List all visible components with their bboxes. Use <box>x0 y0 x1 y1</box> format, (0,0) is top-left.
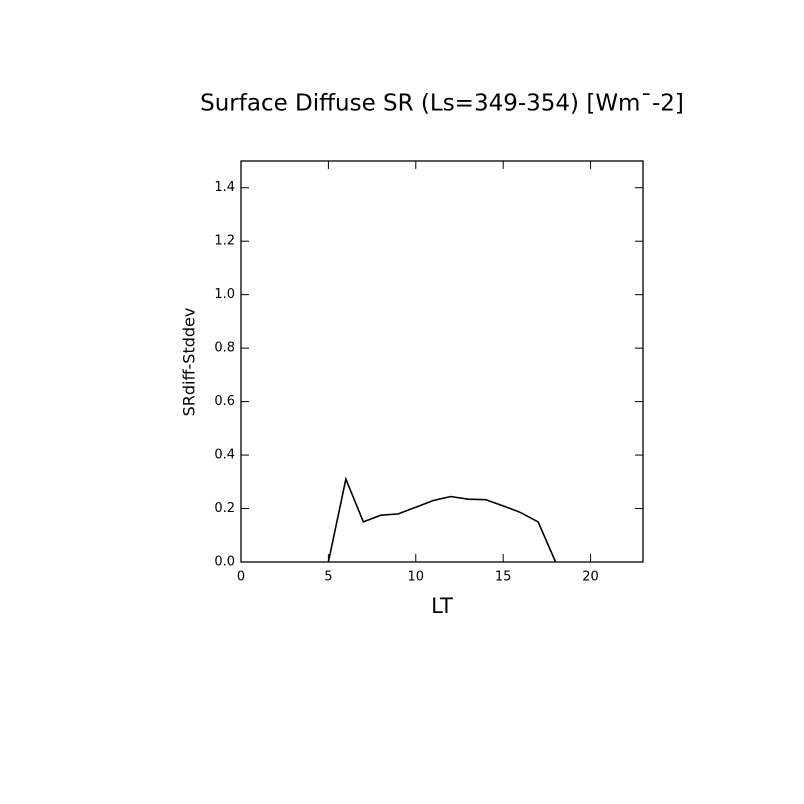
y-tick-label: 1.2 <box>214 234 235 249</box>
y-tick-label: 0.8 <box>214 341 235 356</box>
plot-frame <box>240 160 644 563</box>
y-axis-label: SRdiff-Stddev <box>180 308 199 417</box>
x-axis-label: LT <box>431 594 453 618</box>
y-tick-label: 1.4 <box>214 180 235 195</box>
x-tick-label: 15 <box>495 570 512 585</box>
x-tick-label: 20 <box>582 570 599 585</box>
y-tick-label: 0.2 <box>214 501 235 516</box>
x-tick-label: 5 <box>324 570 332 585</box>
y-tick-label: 0.0 <box>214 555 235 570</box>
x-tick-label: 10 <box>408 570 425 585</box>
y-tick-label: 0.6 <box>214 394 235 409</box>
data-line <box>327 476 557 563</box>
y-tick-label: 1.0 <box>214 287 235 302</box>
x-tick-label: 0 <box>237 570 245 585</box>
y-tick-label: 0.4 <box>214 448 235 463</box>
chart-title: Surface Diffuse SR (Ls=349-354) [Wm¯-2] <box>200 91 684 117</box>
